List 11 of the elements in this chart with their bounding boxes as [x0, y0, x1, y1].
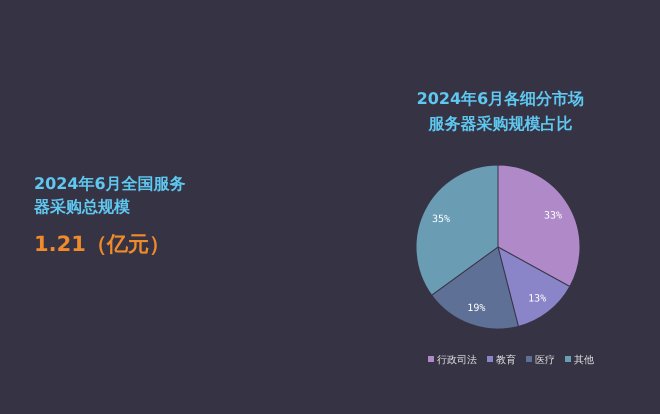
legend-label: 行政司法 [437, 354, 477, 366]
data-label: 35% [432, 214, 450, 225]
data-label: 13% [528, 294, 546, 305]
legend-label: 教育 [496, 354, 516, 366]
text: 1.21（亿元） [34, 231, 170, 258]
legend-label: 其他 [574, 354, 594, 366]
data-label: 33% [544, 210, 562, 222]
chart-title: 2024年6月各细分市场服务器采购规模占比 [416, 88, 586, 135]
legend-label: 医疗 [535, 354, 555, 366]
data-label: 19% [467, 303, 486, 314]
text: 2024年6月全国服务器采购总规模 [34, 173, 187, 218]
